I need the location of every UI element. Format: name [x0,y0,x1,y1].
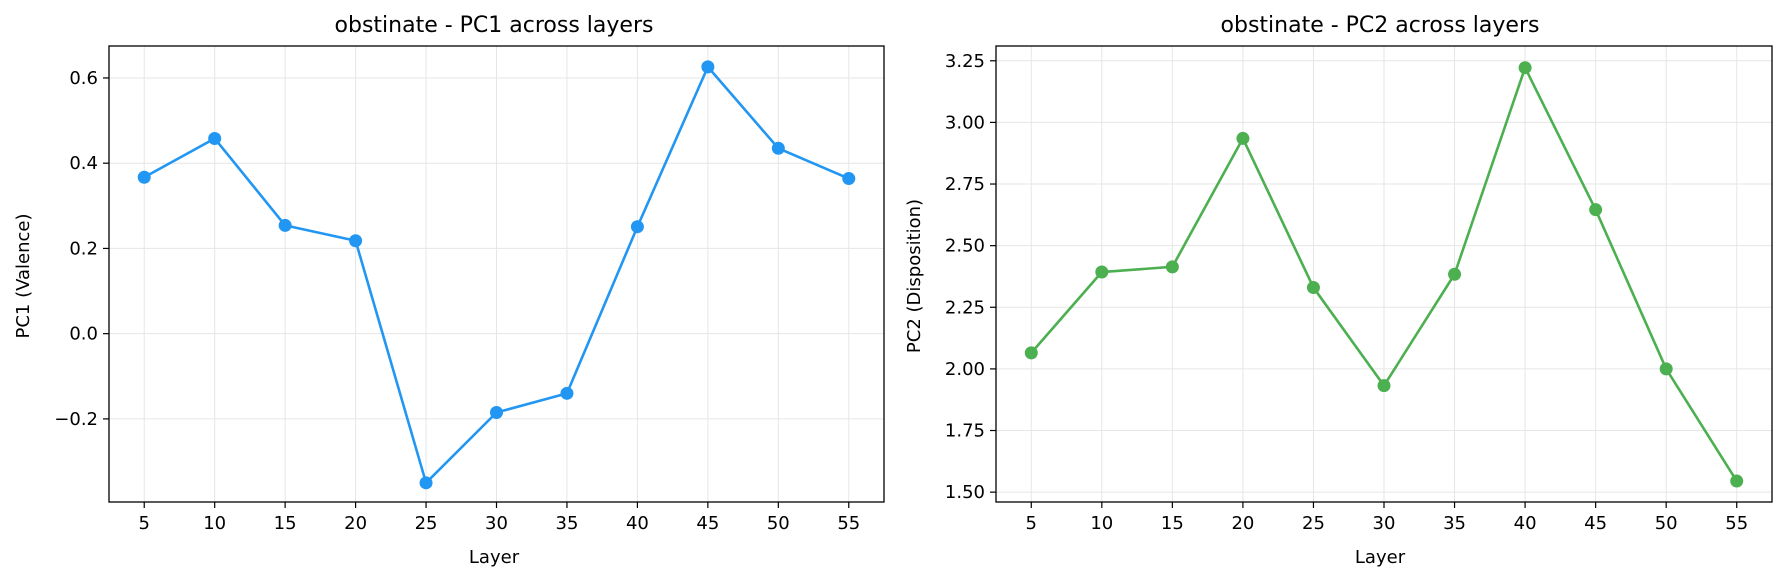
c0-y-tick-label: 0.0 [69,324,98,345]
y-axis-label-pc2: PC2 (Disposition) [904,199,925,353]
c1-x-tick-label: 55 [1725,513,1748,534]
c1-data-point [1165,260,1179,274]
c1-data-point [1730,474,1744,488]
c0-data-point [278,218,292,232]
c1-x-tick-label: 25 [1302,513,1325,534]
c1-data-point [1518,61,1532,75]
pc2-chart-panel: obstinate - PC2 across layers Layer PC2 … [904,13,1773,568]
c1-y-tick-label: 3.25 [945,51,985,72]
c0-y-tick-label: 0.6 [69,68,98,89]
pc1-chart-panel: obstinate - PC1 across layers Layer PC1 … [13,13,885,568]
c0-y-tick-label: 0.4 [69,153,98,174]
c0-x-tick-label: 15 [274,513,297,534]
c0-x-tick-label: 40 [626,513,649,534]
c1-data-point [1095,265,1109,279]
c1-data-point [1236,131,1250,145]
c0-x-tick-label: 10 [203,513,226,534]
x-axis-label-pc2: Layer [1355,547,1406,568]
c1-data-point [1377,379,1391,393]
c1-data-point [1024,346,1038,360]
c1-data-point [1589,203,1603,217]
c1-y-tick-label: 2.25 [945,297,985,318]
c1-data-point [1448,267,1462,281]
c1-y-tick-label: 2.50 [945,236,985,257]
c0-data-point [630,220,644,234]
c0-data-point [349,234,363,248]
c0-x-tick-label: 20 [344,513,367,534]
c0-data-point [208,131,222,145]
x-axis-label-pc1: Layer [469,547,520,568]
c1-x-tick-label: 30 [1373,513,1396,534]
c0-x-tick-label: 50 [767,513,790,534]
chart-title-pc1: obstinate - PC1 across layers [335,13,654,38]
c1-x-tick-label: 45 [1584,513,1607,534]
c1-x-tick-label: 5 [1026,513,1037,534]
c1-y-tick-label: 2.75 [945,174,985,195]
c0-x-tick-label: 30 [485,513,508,534]
c1-data-point [1306,281,1320,295]
c1-y-tick-label: 2.00 [945,359,985,380]
c1-x-tick-label: 35 [1443,513,1466,534]
c0-data-point [701,60,715,74]
c1-x-tick-label: 10 [1090,513,1113,534]
c0-x-tick-label: 25 [415,513,438,534]
c1-x-tick-label: 15 [1161,513,1184,534]
c1-data-point [1659,362,1673,376]
chart-title-pc2: obstinate - PC2 across layers [1221,13,1540,38]
c1-y-tick-label: 1.75 [945,421,985,442]
c1-y-tick-label: 3.00 [945,112,985,133]
c0-data-point [842,172,856,186]
c1-x-tick-label: 20 [1231,513,1254,534]
c0-data-point [771,141,785,155]
c0-x-tick-label: 35 [556,513,579,534]
c0-x-tick-label: 55 [837,513,860,534]
c1-x-tick-label: 50 [1655,513,1678,534]
c0-x-tick-label: 5 [139,513,150,534]
c1-y-tick-label: 1.50 [945,482,985,503]
y-axis-label-pc1: PC1 (Valence) [13,213,34,338]
c0-x-tick-label: 45 [696,513,719,534]
c0-data-point [419,476,433,490]
c1-x-tick-label: 40 [1514,513,1537,534]
c0-data-point [560,386,574,400]
c0-data-point [137,170,151,184]
c0-y-tick-label: −0.2 [54,409,98,430]
c0-y-tick-label: 0.2 [69,238,98,259]
c0-data-point [490,406,503,420]
